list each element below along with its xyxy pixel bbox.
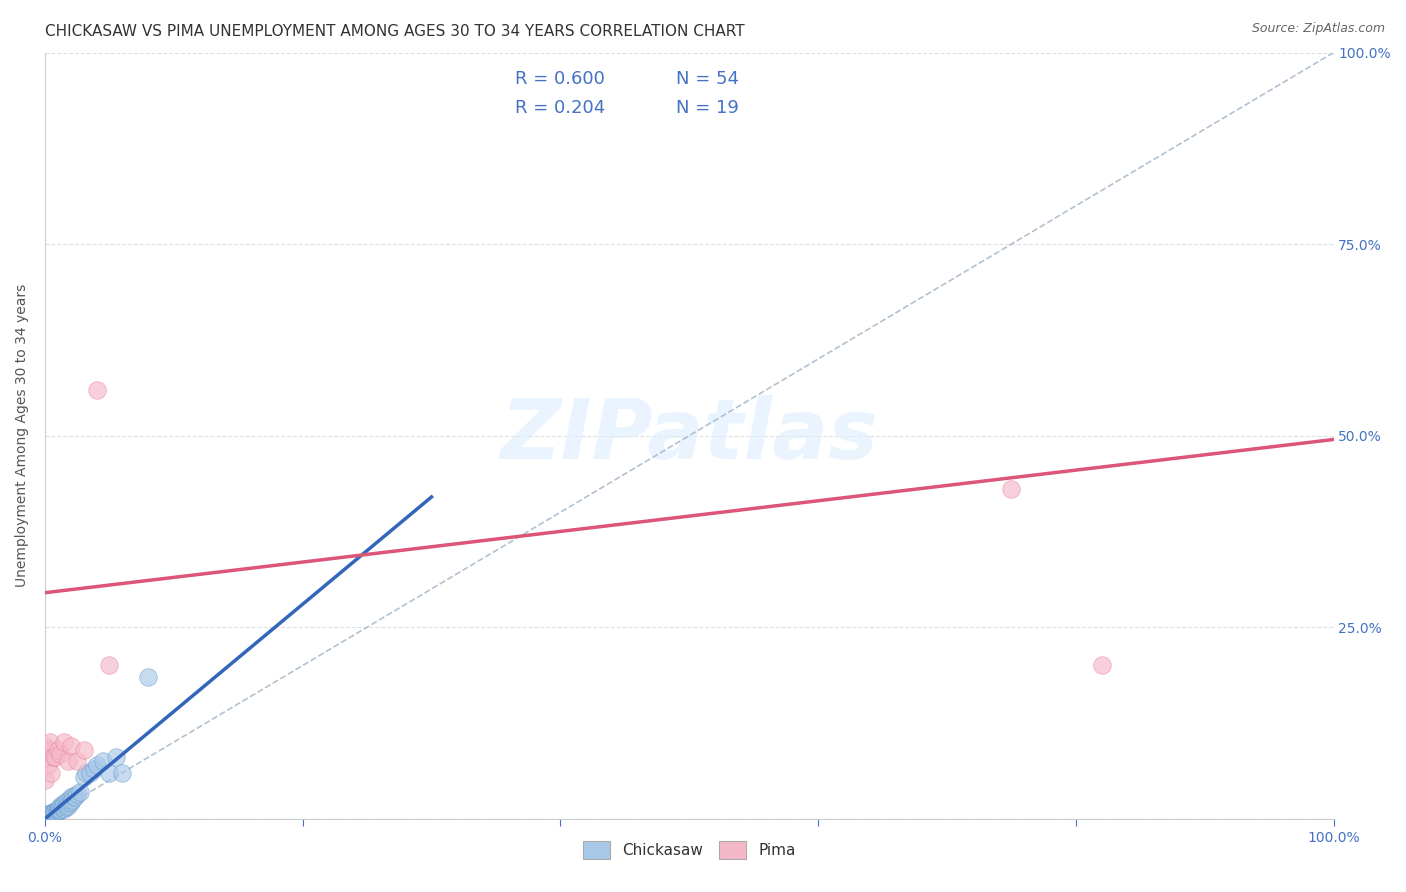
- Point: [66, 754, 89, 768]
- Point: [1000, 483, 1022, 497]
- Point: [72, 743, 94, 757]
- Legend: Chickasaw, Pima: Chickasaw, Pima: [576, 835, 801, 864]
- Point: [48, 801, 70, 815]
- Point: [39, 806, 62, 821]
- Point: [34, 773, 56, 788]
- Point: [37, 809, 59, 823]
- Point: [46, 804, 69, 818]
- Point: [34, 808, 56, 822]
- Point: [53, 797, 76, 811]
- Point: [60, 792, 83, 806]
- Text: R = 0.600: R = 0.600: [515, 70, 605, 87]
- Point: [55, 795, 77, 809]
- Point: [42, 805, 65, 819]
- Point: [37, 758, 59, 772]
- Point: [62, 789, 84, 803]
- Point: [34, 809, 56, 823]
- Text: Source: ZipAtlas.com: Source: ZipAtlas.com: [1251, 22, 1385, 36]
- Point: [44, 804, 66, 818]
- Point: [41, 807, 63, 822]
- Point: [44, 750, 66, 764]
- Point: [51, 797, 73, 812]
- Point: [83, 762, 105, 776]
- Point: [59, 790, 82, 805]
- Point: [34, 739, 56, 753]
- Point: [86, 383, 108, 397]
- Text: N = 19: N = 19: [676, 99, 740, 117]
- Point: [79, 765, 101, 780]
- Point: [58, 797, 80, 811]
- Point: [41, 750, 63, 764]
- Text: R = 0.204: R = 0.204: [515, 99, 606, 117]
- Point: [98, 658, 121, 673]
- Point: [56, 797, 79, 812]
- Point: [41, 805, 63, 820]
- Point: [38, 808, 60, 822]
- Text: CHICKASAW VS PIMA UNEMPLOYMENT AMONG AGES 30 TO 34 YEARS CORRELATION CHART: CHICKASAW VS PIMA UNEMPLOYMENT AMONG AGE…: [45, 24, 745, 39]
- Point: [86, 758, 108, 772]
- Point: [59, 795, 82, 809]
- Point: [49, 747, 72, 761]
- Point: [56, 798, 79, 813]
- Point: [48, 803, 70, 817]
- Point: [55, 800, 77, 814]
- Point: [49, 799, 72, 814]
- Point: [38, 807, 60, 822]
- Point: [39, 808, 62, 822]
- Point: [63, 790, 86, 805]
- Y-axis label: Unemployment Among Ages 30 to 34 years: Unemployment Among Ages 30 to 34 years: [15, 284, 30, 587]
- Point: [34, 810, 56, 824]
- Text: ZIPatlas: ZIPatlas: [501, 395, 879, 476]
- Point: [42, 807, 65, 822]
- Point: [69, 785, 91, 799]
- Point: [41, 765, 63, 780]
- Text: N = 54: N = 54: [676, 70, 740, 87]
- Point: [51, 801, 73, 815]
- Point: [34, 812, 56, 826]
- Point: [45, 803, 67, 817]
- Point: [56, 792, 79, 806]
- Point: [75, 765, 97, 780]
- Point: [104, 750, 127, 764]
- Point: [53, 735, 76, 749]
- Point: [66, 787, 89, 801]
- Point: [45, 805, 67, 820]
- Point: [59, 739, 82, 753]
- Point: [38, 743, 60, 757]
- Point: [44, 806, 66, 821]
- Point: [1090, 658, 1112, 673]
- Point: [98, 765, 121, 780]
- Point: [46, 802, 69, 816]
- Point: [56, 754, 79, 768]
- Point: [49, 803, 72, 817]
- Point: [41, 805, 63, 820]
- Point: [39, 735, 62, 749]
- Point: [111, 765, 134, 780]
- Point: [136, 670, 159, 684]
- Point: [53, 802, 76, 816]
- Point: [41, 808, 63, 822]
- Point: [41, 808, 63, 822]
- Point: [46, 743, 69, 757]
- Point: [72, 770, 94, 784]
- Point: [52, 799, 75, 814]
- Point: [91, 754, 114, 768]
